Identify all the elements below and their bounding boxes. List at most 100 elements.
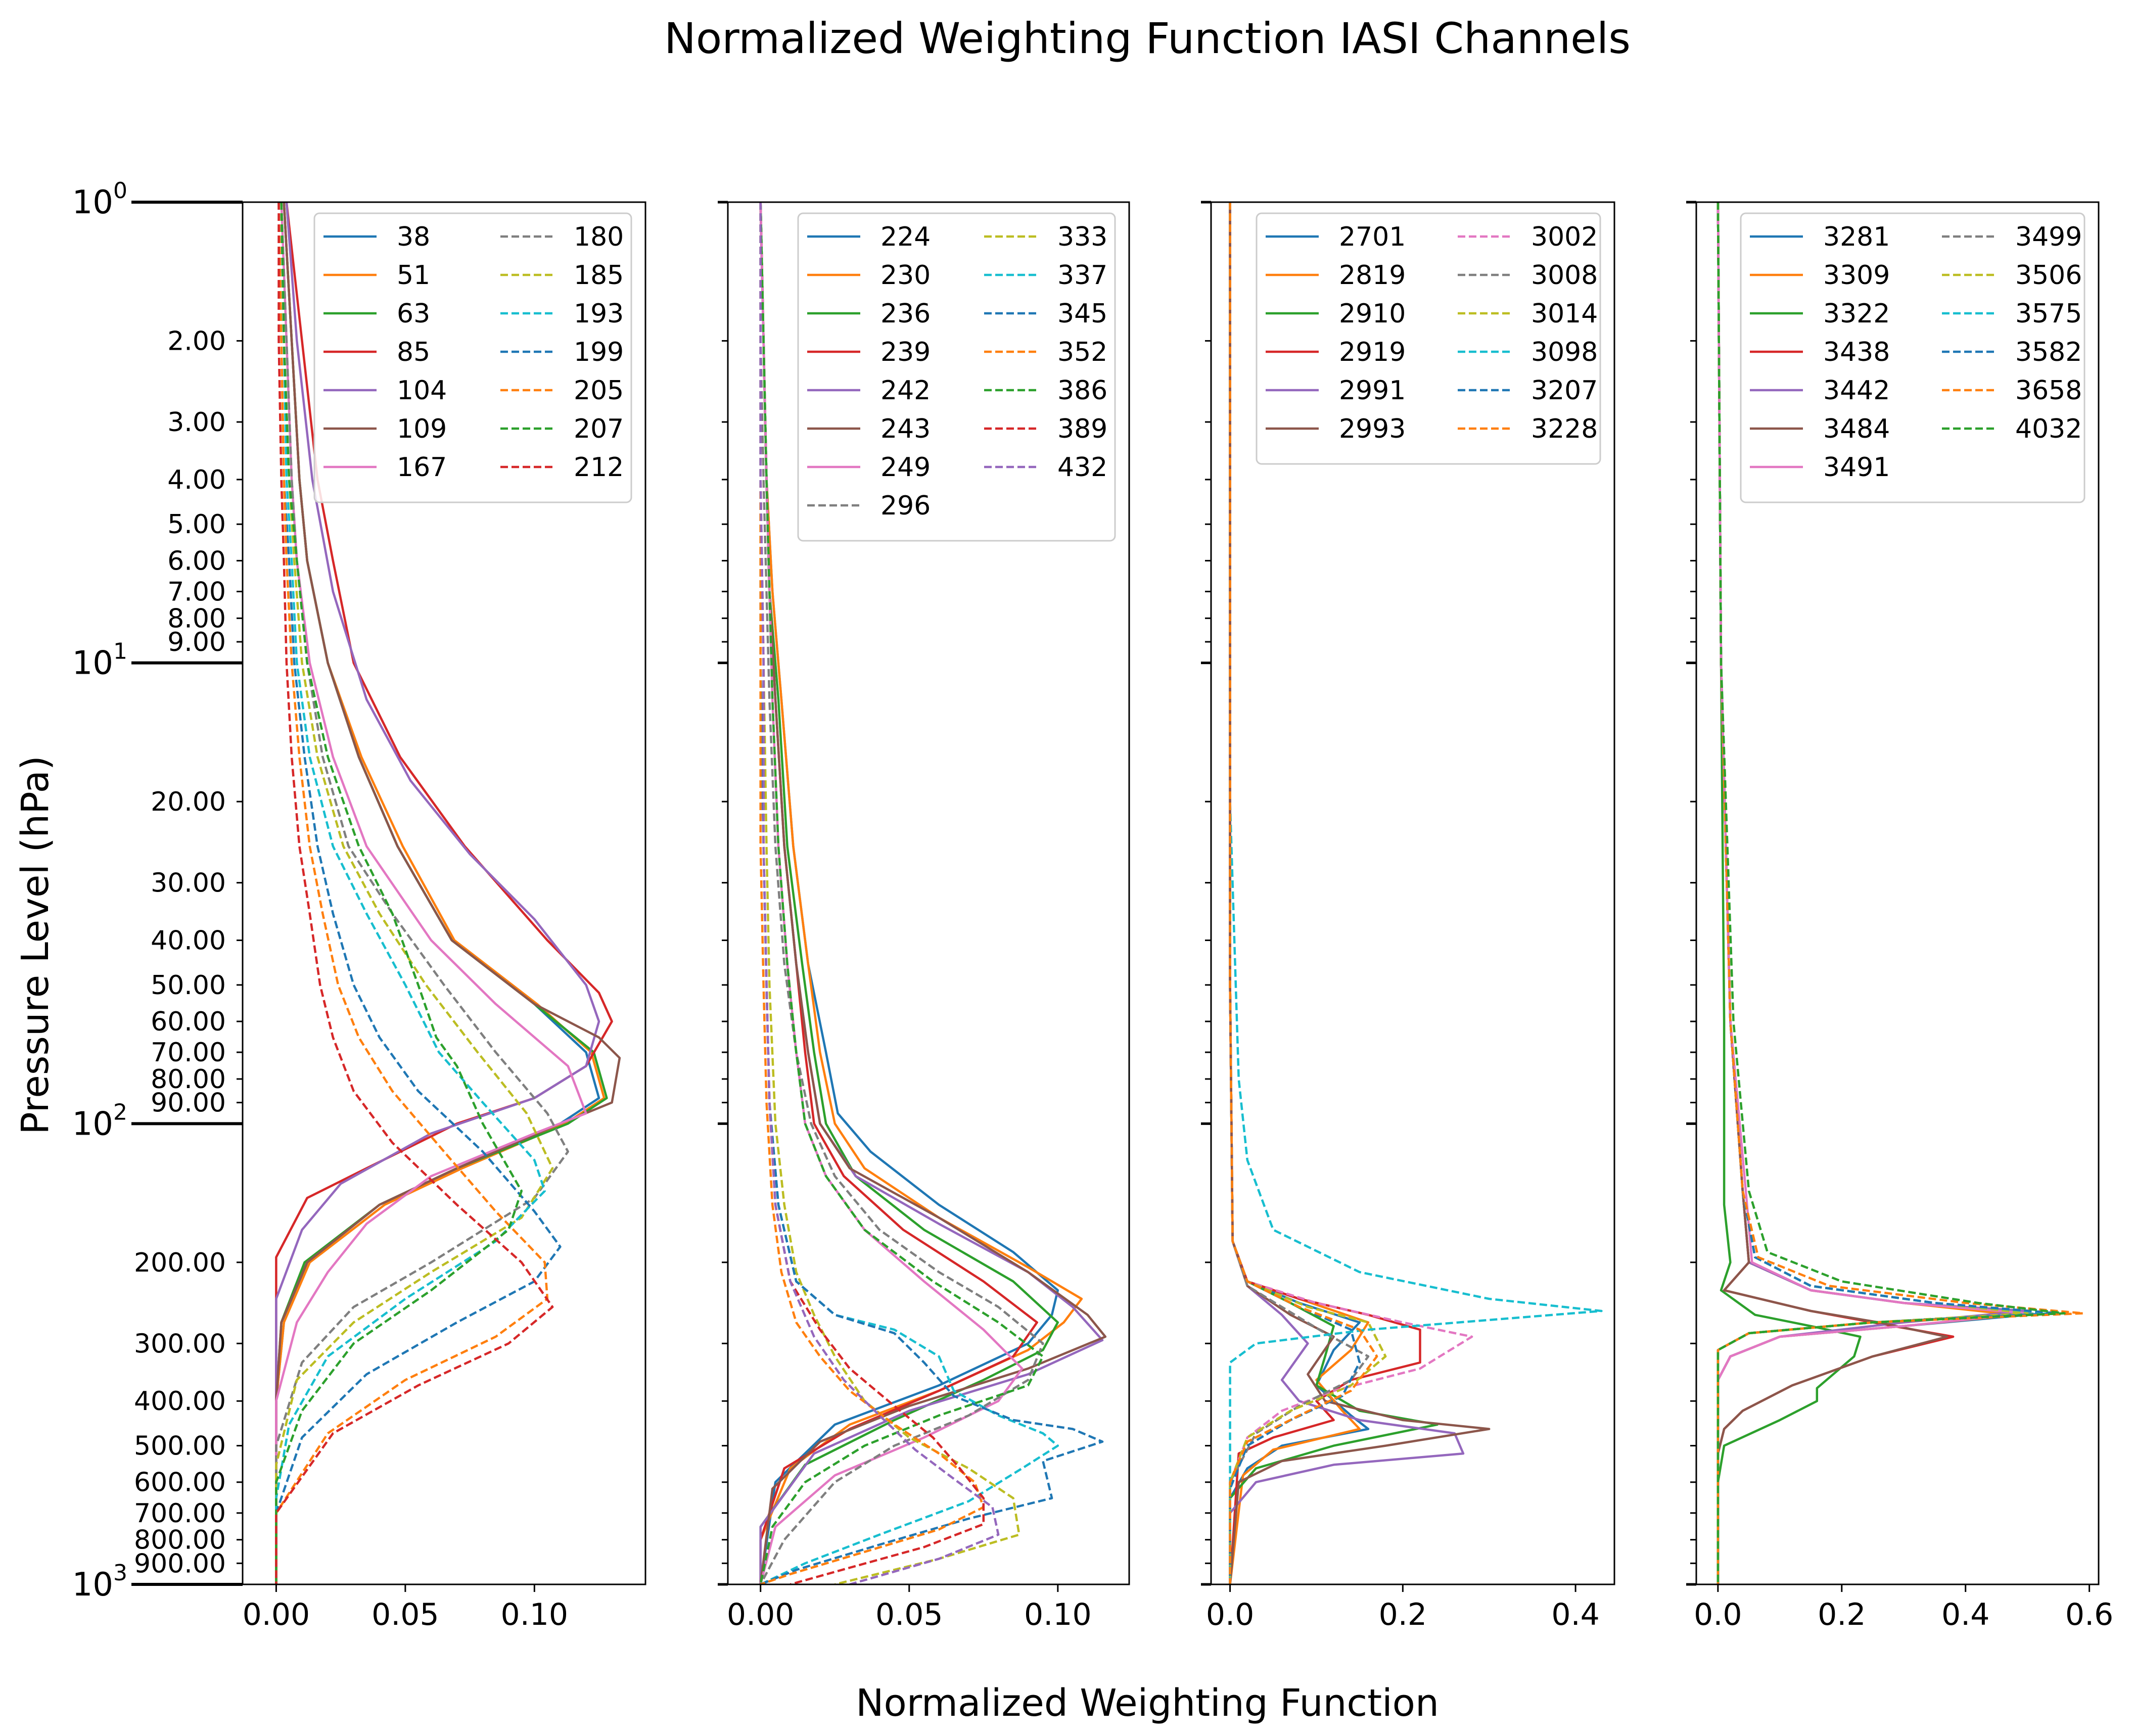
- y-minor-tick-label: 5.00: [167, 509, 226, 540]
- legend-entry-label: 239: [880, 337, 931, 367]
- series-line-352: [759, 202, 985, 1584]
- y-minor-tick-label: 3.00: [167, 407, 226, 438]
- legend-box: [797, 212, 1116, 542]
- legend-entry-label: 3008: [1531, 260, 1598, 291]
- legend-entry-label: 38: [397, 222, 430, 252]
- panel-4: 0.0 0.2 0.4 0.6 3281 3309 3322 3438 3442 3484 3491…: [1686, 201, 2113, 1632]
- x-tick-label: 0.00: [727, 1597, 795, 1632]
- legend-entry-label: 199: [574, 337, 624, 367]
- series-line-193: [275, 202, 546, 1584]
- legend-entry-label: 3228: [1531, 414, 1598, 444]
- legend-entry-label: 333: [1057, 222, 1107, 252]
- y-minor-tick-label: 90.00: [151, 1088, 226, 1118]
- legend-entry-label: 3309: [1823, 260, 1890, 291]
- x-tick-label: 0.0: [1206, 1597, 1254, 1632]
- legend-entry-label: 2819: [1339, 260, 1406, 291]
- chart-panels: 1001011021032.003.004.005.006.007.008.00…: [72, 178, 2114, 1632]
- legend-entry-label: 185: [574, 260, 624, 291]
- panel-1: 1001011021032.003.004.005.006.007.008.00…: [72, 178, 646, 1632]
- y-minor-tick-label: 500.00: [134, 1431, 226, 1462]
- legend-entry-label: 205: [574, 376, 624, 406]
- series-line-185: [275, 202, 554, 1584]
- legend-entry-label: 249: [880, 452, 931, 483]
- legend-entry-label: 3438: [1823, 337, 1890, 367]
- panel-3: 0.0 0.2 0.4 2701 2819 2910 2919 2991 2993 3002 300…: [1201, 201, 1615, 1632]
- legend-entry-label: 236: [880, 299, 931, 329]
- legend-entry-label: 51: [397, 260, 430, 291]
- series-line-3491: [1717, 202, 2029, 1584]
- legend-entry-label: 3499: [2015, 222, 2082, 252]
- y-minor-tick-label: 70.00: [151, 1038, 226, 1068]
- legend: 38 51 63 85 104 109 167 180 185 193 199 205 207 212: [313, 212, 632, 503]
- legend-entry-label: 242: [880, 376, 931, 406]
- legend-entry-label: 230: [880, 260, 931, 291]
- legend-entry-label: 180: [574, 222, 624, 252]
- legend-entry-label: 224: [880, 222, 931, 252]
- y-minor-tick-label: 200.00: [134, 1248, 226, 1278]
- series-line-337: [759, 202, 1059, 1584]
- series-group: [1717, 202, 2084, 1584]
- x-tick-label: 0.05: [875, 1597, 943, 1632]
- y-minor-tick-label: 900.00: [134, 1549, 226, 1579]
- y-minor-tick-label: 600.00: [134, 1468, 226, 1498]
- x-tick-label: 0.0: [1694, 1597, 1742, 1632]
- legend-box: [1256, 212, 1601, 465]
- legend-entry-label: 85: [397, 337, 430, 367]
- series-group: [1229, 202, 1603, 1584]
- legend-entry-label: 104: [397, 376, 447, 406]
- y-minor-tick-label: 50.00: [151, 970, 226, 1001]
- legend-entry-label: 3002: [1531, 222, 1598, 252]
- x-tick-label: 0.6: [2065, 1597, 2113, 1632]
- y-minor-tick-label: 30.00: [151, 868, 226, 899]
- panel-frame: [727, 201, 1130, 1585]
- series-line-432: [759, 202, 1000, 1584]
- legend-entry-label: 3442: [1823, 376, 1890, 406]
- legend-entry-label: 3658: [2015, 376, 2082, 406]
- series-line-333: [759, 202, 1020, 1584]
- legend-entry-label: 386: [1057, 376, 1107, 406]
- legend-entry-label: 3506: [2015, 260, 2082, 291]
- y-minor-tick-label: 7.00: [167, 577, 226, 607]
- legend: 3281 3309 3322 3438 3442 3484 3491 3499 3506 3575…: [1740, 212, 2085, 503]
- series-line-109: [275, 202, 621, 1584]
- x-tick-label: 0.05: [372, 1597, 439, 1632]
- legend-entry-label: 2910: [1339, 299, 1406, 329]
- legend-entry-label: 212: [574, 452, 624, 483]
- x-tick-label: 0.2: [1379, 1597, 1427, 1632]
- legend-entry-label: 3491: [1823, 452, 1890, 483]
- y-minor-tick-label: 9.00: [167, 627, 226, 658]
- legend-box: [1740, 212, 2085, 503]
- legend: 2701 2819 2910 2919 2991 2993 3002 3008 3014 3098…: [1256, 212, 1601, 465]
- y-minor-tick-label: 80.00: [151, 1064, 226, 1095]
- y-minor-tick-label: 800.00: [134, 1525, 226, 1556]
- legend-entry-label: 3098: [1531, 337, 1598, 367]
- y-minor-tick-label: 8.00: [167, 603, 226, 634]
- x-tick-label: 0.10: [1024, 1597, 1092, 1632]
- figure-title: Normalized Weighting Function IASI Chann…: [664, 14, 1631, 63]
- x-tick-label: 0.4: [1941, 1597, 1989, 1632]
- series-line-3098: [1229, 202, 1603, 1584]
- legend-entry-label: 243: [880, 414, 931, 444]
- legend-entry-label: 432: [1057, 452, 1107, 483]
- y-minor-tick-label: 300.00: [134, 1329, 226, 1359]
- x-axis-label: Normalized Weighting Function: [856, 1681, 1439, 1725]
- legend-entry-label: 3014: [1531, 299, 1598, 329]
- legend-entry-label: 3582: [2015, 337, 2082, 367]
- series-line-199: [275, 202, 562, 1584]
- series-line-4032: [1717, 202, 2066, 1584]
- panel-frame: [1695, 201, 2100, 1585]
- y-minor-tick-label: 400.00: [134, 1386, 226, 1417]
- legend-entry-label: 3281: [1823, 222, 1890, 252]
- y-axis-label: Pressure Level (hPa): [14, 756, 57, 1135]
- legend-entry-label: 63: [397, 299, 430, 329]
- legend-entry-label: 3484: [1823, 414, 1890, 444]
- legend-entry-label: 167: [397, 452, 447, 483]
- series-group: [759, 202, 1107, 1584]
- series-group: [275, 202, 621, 1584]
- x-tick-label: 0.00: [243, 1597, 310, 1632]
- y-minor-tick-label: 4.00: [167, 465, 226, 495]
- series-line-212: [275, 202, 554, 1584]
- legend-entry-label: 337: [1057, 260, 1107, 291]
- y-minor-tick-label: 60.00: [151, 1007, 226, 1037]
